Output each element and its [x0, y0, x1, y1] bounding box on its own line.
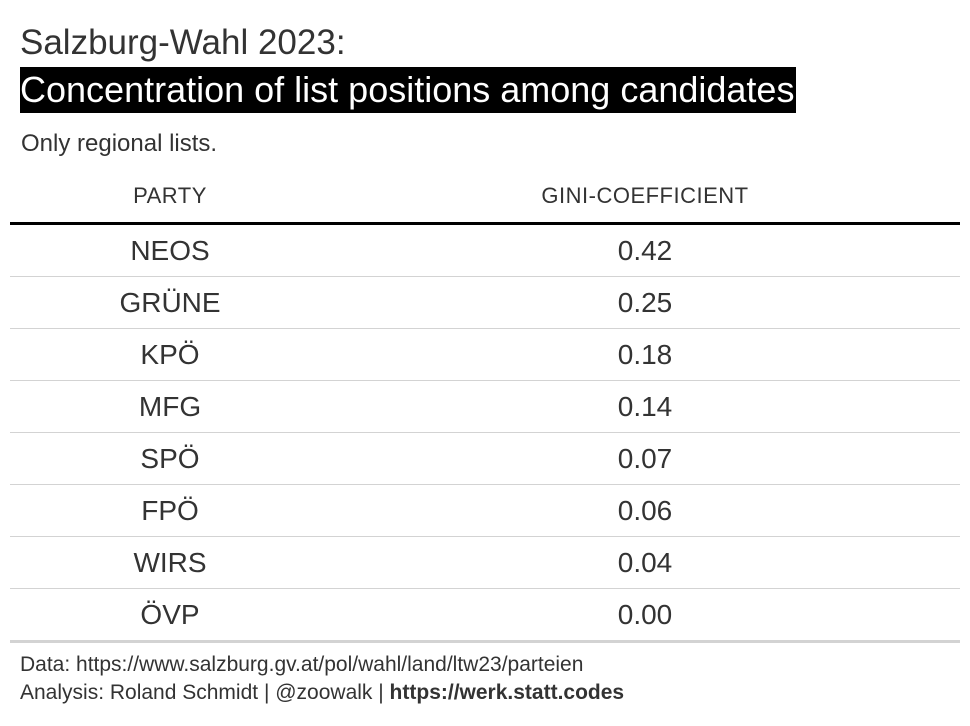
party-cell: ÖVP [10, 588, 330, 643]
chart-subtitle: Only regional lists. [21, 130, 218, 157]
gini-cell: 0.25 [330, 276, 960, 329]
column-header-gini: GINI-COEFFICIENT [330, 170, 960, 225]
table-row: GRÜNE 0.25 [10, 276, 960, 329]
table-row: MFG 0.14 [10, 380, 960, 433]
gini-cell: 0.00 [330, 588, 960, 643]
party-cell: MFG [10, 380, 330, 433]
gini-cell: 0.14 [330, 380, 960, 433]
gini-cell: 0.42 [330, 223, 960, 277]
table-row: NEOS 0.42 [10, 223, 960, 277]
chart-title: Salzburg-Wahl 2023: [20, 23, 346, 62]
source-data-line: Data: https://www.salzburg.gv.at/pol/wah… [20, 653, 584, 676]
party-cell: WIRS [10, 536, 330, 589]
party-cell: NEOS [10, 223, 330, 277]
party-cell: SPÖ [10, 432, 330, 485]
table-row: FPÖ 0.06 [10, 484, 960, 537]
table-row: KPÖ 0.18 [10, 328, 960, 381]
chart-headline: Concentration of list positions among ca… [20, 67, 797, 113]
table-row: ÖVP 0.00 [10, 588, 960, 643]
analysis-link[interactable]: https://werk.statt.codes [389, 681, 625, 704]
table-row: WIRS 0.04 [10, 536, 960, 589]
table-header-row: PARTY GINI-COEFFICIENT [10, 170, 960, 225]
gini-cell: 0.18 [330, 328, 960, 381]
gini-cell: 0.06 [330, 484, 960, 537]
source-note: Data: https://www.salzburg.gv.at/pol/wah… [20, 651, 624, 707]
gini-cell: 0.07 [330, 432, 960, 485]
party-cell: GRÜNE [10, 276, 330, 329]
party-cell: FPÖ [10, 484, 330, 537]
gini-table: PARTY GINI-COEFFICIENT NEOS 0.42 GRÜNE 0.25… [10, 170, 960, 643]
source-analysis-line: Analysis: Roland Schmidt | @zoowalk | ht… [20, 679, 624, 707]
column-header-party: PARTY [10, 170, 330, 225]
gini-cell: 0.04 [330, 536, 960, 589]
table-row: SPÖ 0.07 [10, 432, 960, 485]
analysis-credit: Analysis: Roland Schmidt | @zoowalk | [20, 681, 390, 704]
party-cell: KPÖ [10, 328, 330, 381]
table-body: NEOS 0.42 GRÜNE 0.25 KPÖ 0.18 MFG 0.14 SPÖ 0.07 FP… [10, 223, 960, 643]
